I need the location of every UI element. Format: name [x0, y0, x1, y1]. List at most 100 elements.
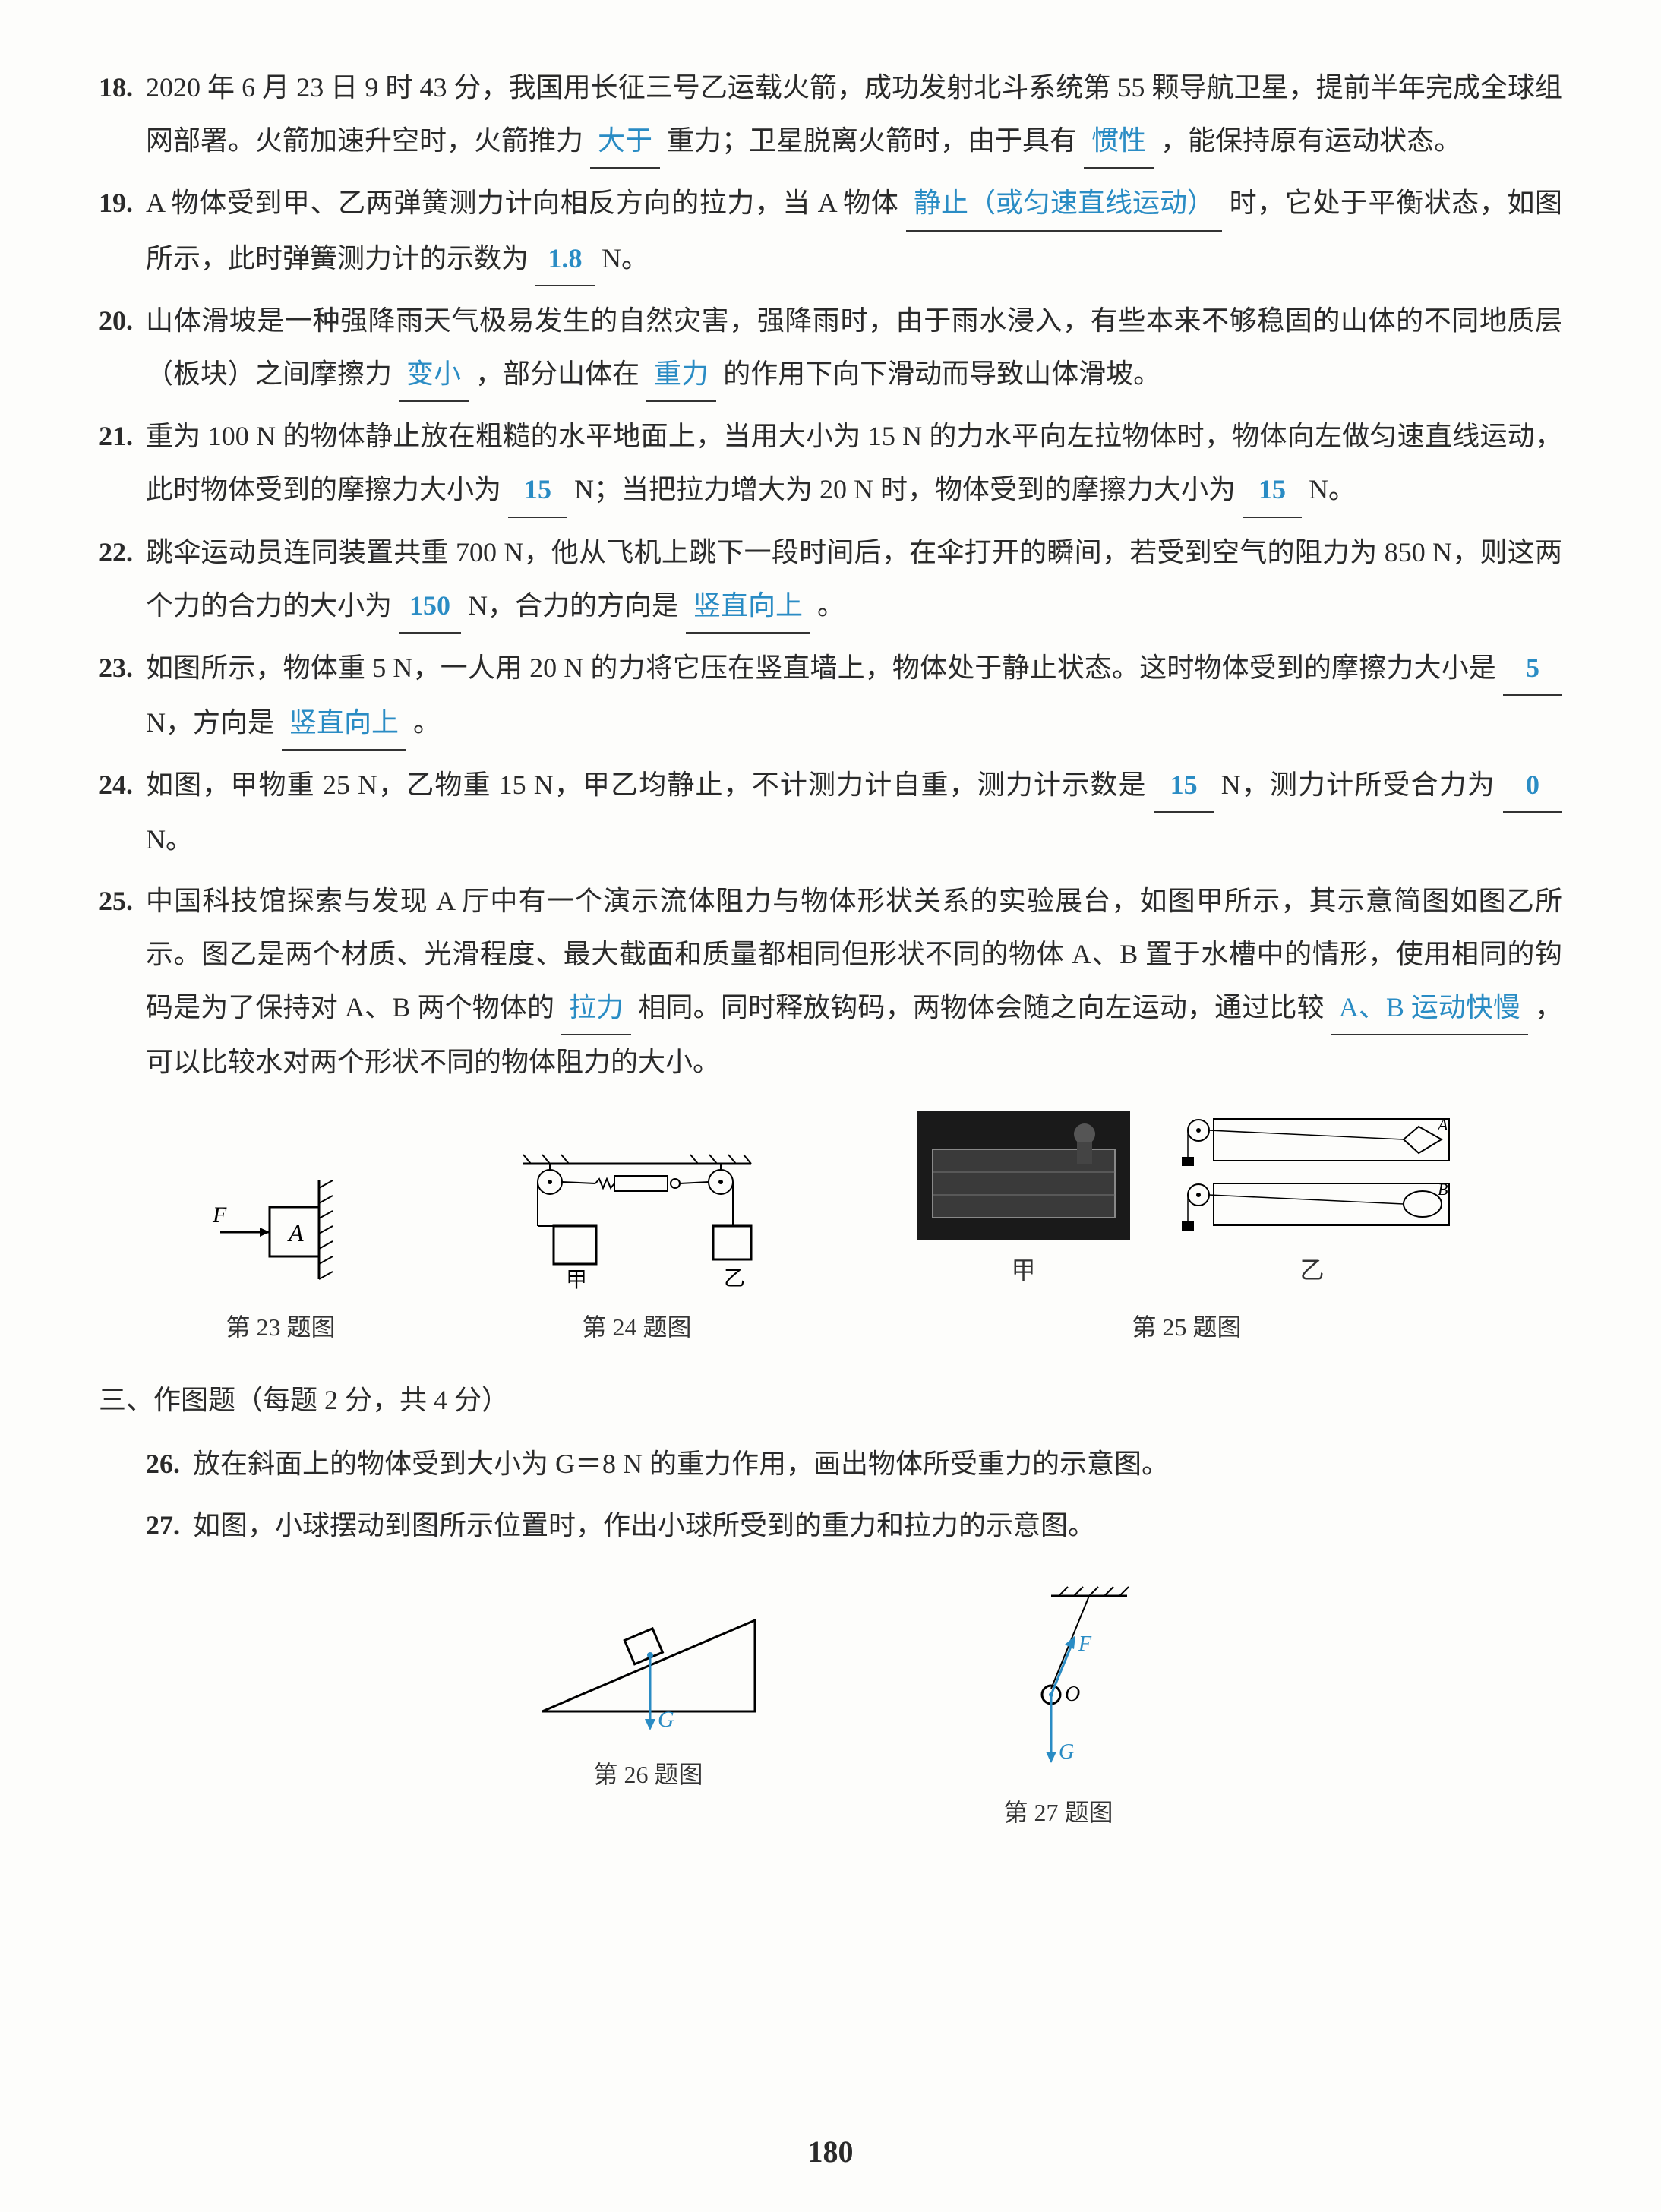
section-3-title: 三、作图题（每题 2 分，共 4 分） [99, 1373, 1562, 1427]
O-label: O [1065, 1683, 1080, 1706]
figure-25: 甲 A [917, 1111, 1457, 1351]
question-number: 23. [99, 641, 146, 750]
question-number: 24. [99, 758, 146, 866]
text: 的作用下向下滑动而导致山体滑坡。 [723, 359, 1160, 389]
yi-label: 乙 [724, 1267, 745, 1291]
question-27: 27. 如图，小球摆动到图所示位置时，作出小球所受到的重力和拉力的示意图。 [146, 1499, 1562, 1552]
figure-25a: 甲 [917, 1111, 1130, 1294]
question-body: 如图，甲物重 25 N，乙物重 15 N，甲乙均静止，不计测力计自重，测力计示数… [146, 758, 1562, 866]
question-24: 24. 如图，甲物重 25 N，乙物重 15 N，甲乙均静止，不计测力计自重，测… [99, 758, 1562, 866]
text: 如图所示，物体重 5 N，一人用 20 N 的力将它压在竖直墙上，物体处于静止状… [146, 653, 1496, 683]
figure-25b: A B [1168, 1111, 1457, 1294]
text: N，方向是 [146, 707, 275, 738]
figure-25b-svg: A B [1168, 1111, 1457, 1240]
text: ，能保持原有运动状态。 [1160, 125, 1461, 156]
figure-caption: 第 26 题图 [593, 1751, 703, 1798]
figures-row-2: G 第 26 题图 O [99, 1582, 1562, 1836]
answer-blank: 1.8 [535, 232, 595, 286]
block-label: A [287, 1219, 304, 1247]
jia-label: 甲 [566, 1269, 587, 1292]
figure-27: O F G 第 27 题图 [975, 1582, 1142, 1836]
question-body: A 物体受到甲、乙两弹簧测力计向相反方向的拉力，当 A 物体 静止（或匀速直线运… [146, 176, 1562, 286]
photo-placeholder [917, 1111, 1130, 1240]
F-label: F [1078, 1632, 1092, 1656]
text: N；当把拉力增大为 20 N 时，物体受到的摩擦力大小为 [574, 474, 1236, 504]
figure-23-svg: A F [205, 1165, 357, 1294]
figure-26: G 第 26 题图 [519, 1582, 778, 1836]
answer-blank: 变小 [399, 347, 469, 402]
figure-24: 甲 乙 第 24 题图 [508, 1150, 766, 1351]
question-number: 21. [99, 409, 146, 517]
question-body: 山体滑坡是一种强降雨天气极易发生的自然灾害，强降雨时，由于雨水浸入，有些本来不够… [146, 294, 1562, 402]
answer-blank: 竖直向上 [282, 696, 406, 750]
text: N，合力的方向是 [468, 590, 679, 621]
text: 重力；卫星脱离火箭时，由于具有 [667, 125, 1077, 156]
question-number: 27. [146, 1499, 193, 1552]
text: N。 [1309, 474, 1356, 504]
exam-page: 18. 2020 年 6 月 23 日 9 时 43 分，我国用长征三号乙运载火… [0, 0, 1661, 2212]
question-number: 25. [99, 874, 146, 1089]
answer-blank: 大于 [590, 114, 660, 169]
G-label: G [1059, 1740, 1074, 1764]
A-label: A [1436, 1115, 1448, 1134]
text: 相同。同时释放钩码，两物体会随之向左运动，通过比较 [638, 992, 1324, 1022]
text: 跳伞运动员连同装置共重 700 N，他从飞机上跳下一段时间后，在伞打开的瞬间，若… [146, 537, 1562, 621]
answer-blank: 15 [508, 463, 567, 517]
page-number: 180 [808, 2122, 854, 2182]
question-body: 重为 100 N 的物体静止放在粗糙的水平地面上，当用大小为 15 N 的力水平… [146, 409, 1562, 517]
section-3-questions: 26. 放在斜面上的物体受到大小为 G＝8 N 的重力作用，画出物体所受重力的示… [99, 1437, 1562, 1551]
figure-27-svg: O F G [975, 1582, 1142, 1780]
text: A 物体受到甲、乙两弹簧测力计向相反方向的拉力，当 A 物体 [146, 188, 898, 218]
answer-blank: 15 [1243, 463, 1302, 517]
answer-blank: 竖直向上 [686, 579, 810, 634]
text: ，部分山体在 [475, 359, 639, 389]
answer-blank: 重力 [646, 347, 716, 402]
question-21: 21. 重为 100 N 的物体静止放在粗糙的水平地面上，当用大小为 15 N … [99, 409, 1562, 517]
figure-24-svg: 甲 乙 [508, 1150, 766, 1294]
text: N。 [602, 243, 649, 273]
question-number: 18. [99, 61, 146, 169]
answer-blank: 0 [1503, 758, 1562, 813]
figures-row-1: A F 第 23 题图 [99, 1111, 1562, 1351]
sub-caption: 乙 [1299, 1247, 1324, 1294]
text: 。 [817, 590, 845, 621]
question-body: 如图所示，物体重 5 N，一人用 20 N 的力将它压在竖直墙上，物体处于静止状… [146, 641, 1562, 750]
text: 。 [413, 707, 441, 738]
text: N。 [146, 824, 193, 855]
figure-caption: 第 24 题图 [582, 1304, 691, 1351]
question-25: 25. 中国科技馆探索与发现 A 厅中有一个演示流体阻力与物体形状关系的实验展台… [99, 874, 1562, 1089]
question-number: 26. [146, 1437, 193, 1490]
figure-caption: 第 25 题图 [1132, 1304, 1241, 1351]
question-body: 放在斜面上的物体受到大小为 G＝8 N 的重力作用，画出物体所受重力的示意图。 [193, 1437, 1562, 1490]
question-number: 22. [99, 526, 146, 634]
question-body: 如图，小球摆动到图所示位置时，作出小球所受到的重力和拉力的示意图。 [193, 1499, 1562, 1552]
figure-caption: 第 23 题图 [226, 1304, 335, 1351]
text: 如图，甲物重 25 N，乙物重 15 N，甲乙均静止，不计测力计自重，测力计示数… [146, 769, 1146, 800]
question-26: 26. 放在斜面上的物体受到大小为 G＝8 N 的重力作用，画出物体所受重力的示… [146, 1437, 1562, 1490]
text: N，测力计所受合力为 [1221, 769, 1495, 800]
question-body: 2020 年 6 月 23 日 9 时 43 分，我国用长征三号乙运载火箭，成功… [146, 61, 1562, 169]
answer-blank: 15 [1154, 758, 1214, 813]
question-number: 20. [99, 294, 146, 402]
figure-23: A F 第 23 题图 [205, 1165, 357, 1351]
force-label: F [212, 1202, 227, 1228]
answer-blank: 150 [399, 579, 461, 634]
B-label: B [1438, 1180, 1448, 1199]
answer-blank: 拉力 [561, 981, 631, 1035]
answer-blank: A、B 运动快慢 [1331, 981, 1528, 1035]
question-22: 22. 跳伞运动员连同装置共重 700 N，他从飞机上跳下一段时间后，在伞打开的… [99, 526, 1562, 634]
question-20: 20. 山体滑坡是一种强降雨天气极易发生的自然灾害，强降雨时，由于雨水浸入，有些… [99, 294, 1562, 402]
question-23: 23. 如图所示，物体重 5 N，一人用 20 N 的力将它压在竖直墙上，物体处… [99, 641, 1562, 750]
answer-blank: 5 [1503, 641, 1562, 696]
question-18: 18. 2020 年 6 月 23 日 9 时 43 分，我国用长征三号乙运载火… [99, 61, 1562, 169]
G-label: G [658, 1707, 674, 1732]
question-body: 中国科技馆探索与发现 A 厅中有一个演示流体阻力与物体形状关系的实验展台，如图甲… [146, 874, 1562, 1089]
question-number: 19. [99, 176, 146, 286]
figure-caption: 第 27 题图 [1003, 1789, 1113, 1836]
answer-blank: 惯性 [1084, 114, 1154, 169]
question-body: 跳伞运动员连同装置共重 700 N，他从飞机上跳下一段时间后，在伞打开的瞬间，若… [146, 526, 1562, 634]
figure-26-svg: G [519, 1582, 778, 1742]
answer-blank: 静止（或匀速直线运动） [906, 176, 1222, 231]
question-19: 19. A 物体受到甲、乙两弹簧测力计向相反方向的拉力，当 A 物体 静止（或匀… [99, 176, 1562, 286]
sub-caption: 甲 [1011, 1247, 1035, 1294]
